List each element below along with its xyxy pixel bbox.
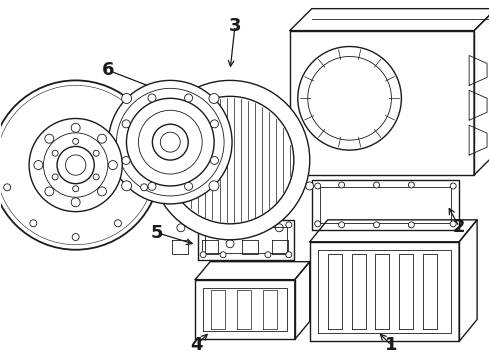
Circle shape bbox=[4, 184, 11, 191]
Circle shape bbox=[408, 222, 415, 228]
Circle shape bbox=[200, 252, 206, 258]
Circle shape bbox=[209, 181, 219, 191]
Circle shape bbox=[152, 124, 188, 160]
Circle shape bbox=[147, 182, 154, 190]
Circle shape bbox=[408, 182, 415, 188]
Circle shape bbox=[286, 222, 292, 228]
Circle shape bbox=[34, 161, 43, 170]
Circle shape bbox=[148, 182, 156, 190]
Circle shape bbox=[138, 110, 202, 174]
Text: 5: 5 bbox=[151, 224, 164, 242]
Circle shape bbox=[98, 134, 106, 143]
Circle shape bbox=[177, 224, 185, 232]
Text: 1: 1 bbox=[385, 336, 398, 354]
Circle shape bbox=[126, 98, 214, 186]
Circle shape bbox=[115, 220, 122, 227]
Circle shape bbox=[141, 184, 147, 191]
Circle shape bbox=[52, 150, 58, 156]
Circle shape bbox=[298, 46, 401, 150]
Circle shape bbox=[211, 157, 219, 165]
Circle shape bbox=[226, 240, 234, 248]
Circle shape bbox=[339, 182, 344, 188]
Circle shape bbox=[93, 174, 99, 180]
Circle shape bbox=[71, 123, 80, 132]
Circle shape bbox=[93, 150, 99, 156]
Circle shape bbox=[71, 198, 80, 207]
Circle shape bbox=[0, 80, 160, 250]
Text: 7: 7 bbox=[15, 199, 27, 217]
Circle shape bbox=[306, 182, 314, 190]
Circle shape bbox=[265, 222, 271, 228]
Circle shape bbox=[286, 252, 292, 258]
Circle shape bbox=[72, 234, 79, 240]
Circle shape bbox=[122, 181, 132, 191]
Circle shape bbox=[52, 174, 58, 180]
Circle shape bbox=[373, 222, 379, 228]
Circle shape bbox=[185, 94, 193, 102]
Circle shape bbox=[44, 133, 108, 197]
Circle shape bbox=[98, 187, 106, 196]
Circle shape bbox=[450, 221, 456, 227]
Circle shape bbox=[150, 80, 310, 240]
Circle shape bbox=[148, 94, 156, 102]
Circle shape bbox=[29, 118, 122, 212]
Circle shape bbox=[373, 182, 379, 188]
Circle shape bbox=[220, 252, 226, 258]
Circle shape bbox=[57, 147, 94, 184]
Circle shape bbox=[108, 161, 118, 170]
Circle shape bbox=[315, 221, 321, 227]
Circle shape bbox=[30, 220, 37, 227]
Circle shape bbox=[45, 134, 54, 143]
Circle shape bbox=[166, 96, 294, 224]
Circle shape bbox=[339, 222, 344, 228]
Text: 6: 6 bbox=[102, 62, 115, 80]
Circle shape bbox=[220, 222, 226, 228]
Circle shape bbox=[122, 157, 130, 165]
Circle shape bbox=[211, 120, 219, 128]
Circle shape bbox=[209, 94, 219, 103]
Circle shape bbox=[450, 183, 456, 189]
Circle shape bbox=[200, 222, 206, 228]
Circle shape bbox=[122, 94, 132, 103]
Circle shape bbox=[73, 138, 78, 144]
Text: 2: 2 bbox=[453, 218, 466, 236]
Circle shape bbox=[185, 182, 193, 190]
Circle shape bbox=[117, 88, 224, 196]
Circle shape bbox=[45, 187, 54, 196]
Circle shape bbox=[160, 132, 180, 152]
Circle shape bbox=[315, 183, 321, 189]
Circle shape bbox=[275, 224, 283, 232]
Circle shape bbox=[108, 80, 232, 204]
Circle shape bbox=[265, 252, 271, 258]
Circle shape bbox=[66, 155, 86, 175]
Circle shape bbox=[308, 57, 392, 140]
Text: 4: 4 bbox=[190, 336, 202, 354]
Text: 3: 3 bbox=[229, 17, 241, 35]
Circle shape bbox=[73, 186, 78, 192]
Circle shape bbox=[122, 120, 130, 128]
